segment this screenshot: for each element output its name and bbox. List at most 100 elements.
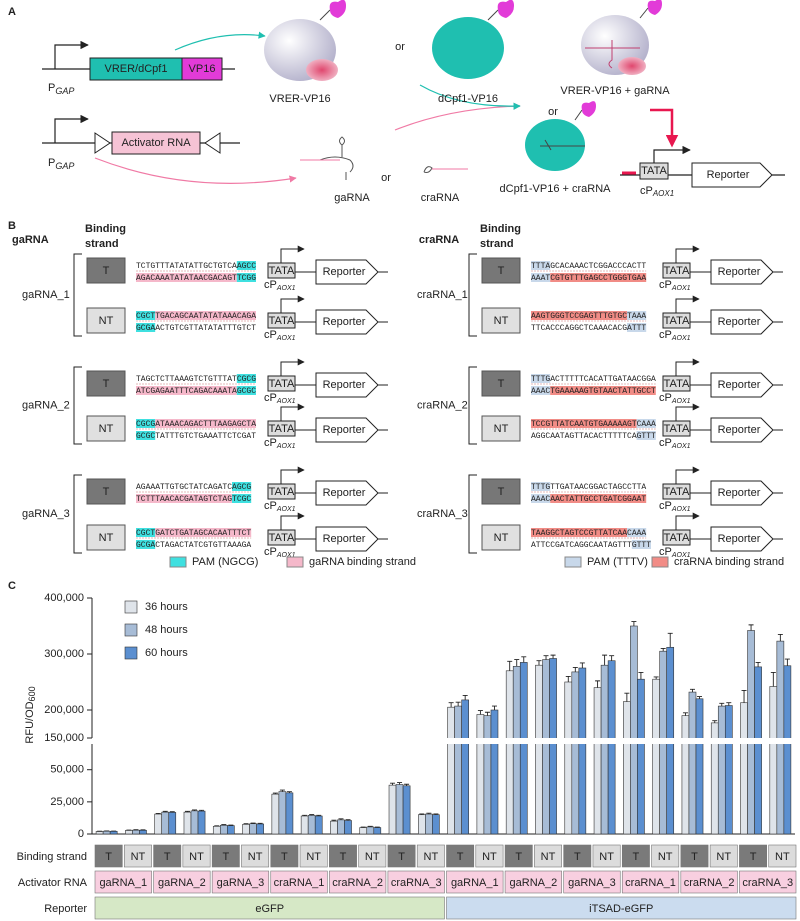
sequence: TCCGTTATCAATGTGAAAAAGTCAAA <box>531 420 656 429</box>
legend-swatch <box>124 600 138 614</box>
error-bar <box>228 824 234 826</box>
row-label: Binding strand <box>17 851 87 863</box>
bar <box>519 744 528 835</box>
bar <box>454 705 462 738</box>
cp-label: cPAOX1 <box>264 329 296 342</box>
reporter-box <box>710 480 774 506</box>
bar <box>102 830 111 835</box>
bar <box>776 640 785 738</box>
highlight <box>550 494 647 503</box>
bar <box>710 744 719 835</box>
bar <box>168 812 177 835</box>
cp-sub: AOX1 <box>276 335 296 342</box>
row-cell-label: NT <box>482 851 497 863</box>
bar <box>395 784 404 835</box>
error-bar <box>286 791 292 793</box>
y-tick-label: 300,000 <box>44 648 84 660</box>
bar <box>183 811 192 835</box>
bar <box>476 714 485 738</box>
error-bar <box>397 782 403 785</box>
error-bar <box>624 692 630 702</box>
row-cell-label: craRNA_3 <box>742 877 793 889</box>
reporter-box <box>315 417 379 443</box>
row-cell-label: craRNA_1 <box>274 877 325 889</box>
row-cell <box>709 844 738 868</box>
bar <box>783 744 792 835</box>
highlight <box>232 494 252 503</box>
bar <box>688 691 697 738</box>
gene-label: VRER/dCpf1 <box>105 63 168 75</box>
bar <box>227 825 235 835</box>
promoter-arrow <box>675 245 700 263</box>
arrow <box>419 84 521 110</box>
strand-label: NT <box>494 315 509 327</box>
cp-label: cPAOX1 <box>659 392 691 405</box>
strand-box <box>481 370 521 397</box>
bar <box>476 744 485 835</box>
cp-label: cPAOX1 <box>264 279 296 292</box>
promoter-sub: GAP <box>55 86 74 96</box>
row-cell-label: T <box>750 851 757 863</box>
row-cell-label: NT <box>306 851 321 863</box>
tata-label: TATA <box>641 165 667 177</box>
error-bar <box>689 688 695 693</box>
tata-label: TATA <box>269 265 295 277</box>
construct-name: craRNA_2 <box>417 399 468 411</box>
promoter-arrow <box>54 114 89 143</box>
bar <box>278 791 287 835</box>
row-cell <box>94 870 152 894</box>
row-cell-label: craRNA_3 <box>391 877 442 889</box>
panel-label: B <box>8 220 16 232</box>
bar <box>747 744 755 835</box>
bar <box>271 793 280 835</box>
panel-c: C RFU/OD600 0 25,000 50,000 150,000 200,000 3… <box>8 580 797 920</box>
sequence: TTCACCCAGGCTCAAACACGATTT <box>531 324 646 333</box>
bar <box>666 744 675 835</box>
strand-box <box>481 478 521 505</box>
protein-label: VRER-VP16 + gaRNA <box>560 85 670 97</box>
row-cell <box>504 844 533 868</box>
error-bar <box>741 689 747 703</box>
row-cell <box>680 870 738 894</box>
highlight <box>232 482 252 491</box>
cp-label: cPAOX1 <box>659 329 691 342</box>
error-bar <box>426 812 432 815</box>
row-cell <box>358 844 387 868</box>
bar <box>454 744 462 835</box>
bracket <box>73 253 82 337</box>
y-tick-label: 50,000 <box>50 764 84 776</box>
bar <box>769 686 778 738</box>
bar <box>490 709 499 738</box>
error-bar <box>316 814 322 816</box>
cp-sub: AOX1 <box>276 552 296 559</box>
bar <box>695 744 704 835</box>
legend-label: gaRNA binding strand <box>309 556 416 568</box>
error-bar <box>777 633 783 642</box>
rna-label: craRNA <box>421 192 460 204</box>
reporter-box <box>710 372 774 398</box>
highlight <box>155 528 252 537</box>
cp-label: cPAOX1 <box>659 546 691 559</box>
row-cell <box>211 870 270 894</box>
error-bar <box>748 624 754 631</box>
cp-label: cPAOX1 <box>264 437 296 450</box>
error-bar <box>221 824 227 826</box>
cp: cP <box>264 546 277 558</box>
promoter-arrow <box>280 466 305 484</box>
bar <box>564 744 573 835</box>
y-tick-label: 0 <box>78 828 84 840</box>
linker <box>639 7 649 19</box>
legend-label: PAM (NGCG) <box>192 556 258 568</box>
bar <box>249 823 257 835</box>
row-cell-label: T <box>105 851 112 863</box>
highlight <box>627 323 647 332</box>
row-label: Reporter <box>44 903 87 915</box>
cp-sub: AOX1 <box>671 285 691 292</box>
bar <box>578 667 587 738</box>
cp-label: cPAOX1 <box>264 546 296 559</box>
bar <box>256 823 264 835</box>
error-bar <box>770 672 776 687</box>
bar <box>717 705 726 738</box>
bar <box>659 744 668 835</box>
highlight <box>531 261 551 270</box>
